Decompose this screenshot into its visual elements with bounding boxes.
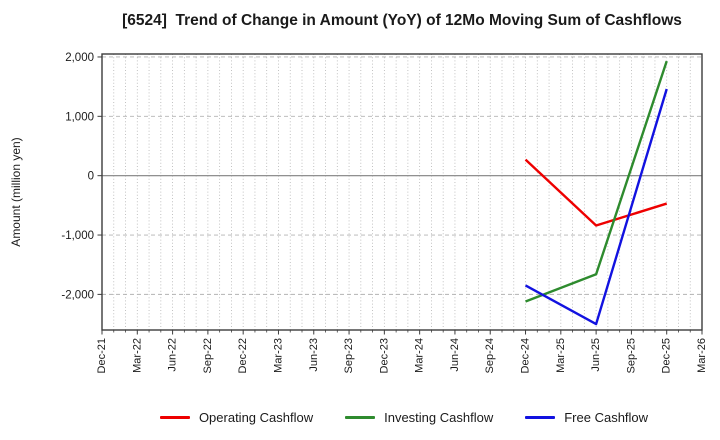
x-tick-label: Mar-23 — [272, 338, 284, 373]
x-axis-ticks-and-labels: Dec-21 Mar-22 Jun-22 Sep-22 Dec-22 Mar-23 Jun-… — [96, 330, 708, 373]
x-tick-label: Mar-24 — [414, 338, 426, 373]
free-cashflow-line-swatch — [525, 415, 556, 419]
y-axis-ticks-and-labels: 2,000 1,000 0 -1,000 -2,000 — [61, 52, 102, 301]
x-tick-label: Jun-23 — [308, 338, 320, 372]
y-tick-label: 0 — [88, 171, 94, 183]
x-tick-label: Jun-25 — [590, 338, 602, 372]
y-tick-label: -2,000 — [61, 289, 94, 301]
legend-item-operating-cashflow: Operating Cashflow — [159, 409, 314, 425]
x-tick-label: Mar-25 — [555, 338, 567, 373]
horizontal-gridlines — [102, 56, 702, 295]
x-tick-label: Mar-22 — [131, 338, 143, 373]
x-tick-label: Sep-22 — [202, 338, 214, 373]
legend-label: Free Cashflow — [564, 409, 649, 425]
x-tick-label: Dec-25 — [661, 338, 673, 373]
x-tick-label: Jun-22 — [167, 338, 179, 372]
plot-border — [101, 53, 703, 331]
x-tick-label: Dec-21 — [96, 338, 108, 373]
x-tick-label: Dec-23 — [378, 338, 390, 373]
x-tick-label: Dec-24 — [520, 338, 532, 373]
x-tick-label: Sep-24 — [484, 338, 496, 373]
series-lines — [524, 60, 668, 326]
y-axis-title: Amount (million yen) — [9, 137, 23, 246]
legend-item-free-cashflow: Free Cashflow — [525, 410, 648, 425]
series-line-investing-cashflow — [525, 60, 668, 303]
x-tick-label: Jun-24 — [449, 338, 461, 372]
y-tick-label: 2,000 — [65, 52, 94, 64]
legend-label: Investing Cashflow — [384, 409, 494, 425]
investing-cashflow-line-swatch — [345, 415, 376, 419]
x-tick-label: Mar-26 — [696, 338, 708, 373]
chart-legend: Operating Cashflow Investing Cashflow Fr… — [102, 404, 706, 430]
series-line-operating-cashflow — [524, 158, 668, 227]
x-tick-label: Dec-22 — [237, 338, 249, 373]
legend-label: Operating Cashflow — [198, 409, 314, 425]
x-tick-label: Sep-23 — [343, 338, 355, 373]
legend-item-investing-cashflow: Investing Cashflow — [345, 410, 493, 425]
chart-title: [6524] Trend of Change in Amount (YoY) o… — [122, 12, 682, 29]
y-tick-label: 1,000 — [65, 111, 94, 123]
operating-cashflow-line-swatch — [159, 415, 190, 419]
y-tick-label: -1,000 — [61, 230, 94, 242]
vertical-gridlines — [113, 54, 691, 330]
x-tick-label: Sep-25 — [625, 338, 637, 373]
series-line-free-cashflow — [524, 88, 668, 326]
